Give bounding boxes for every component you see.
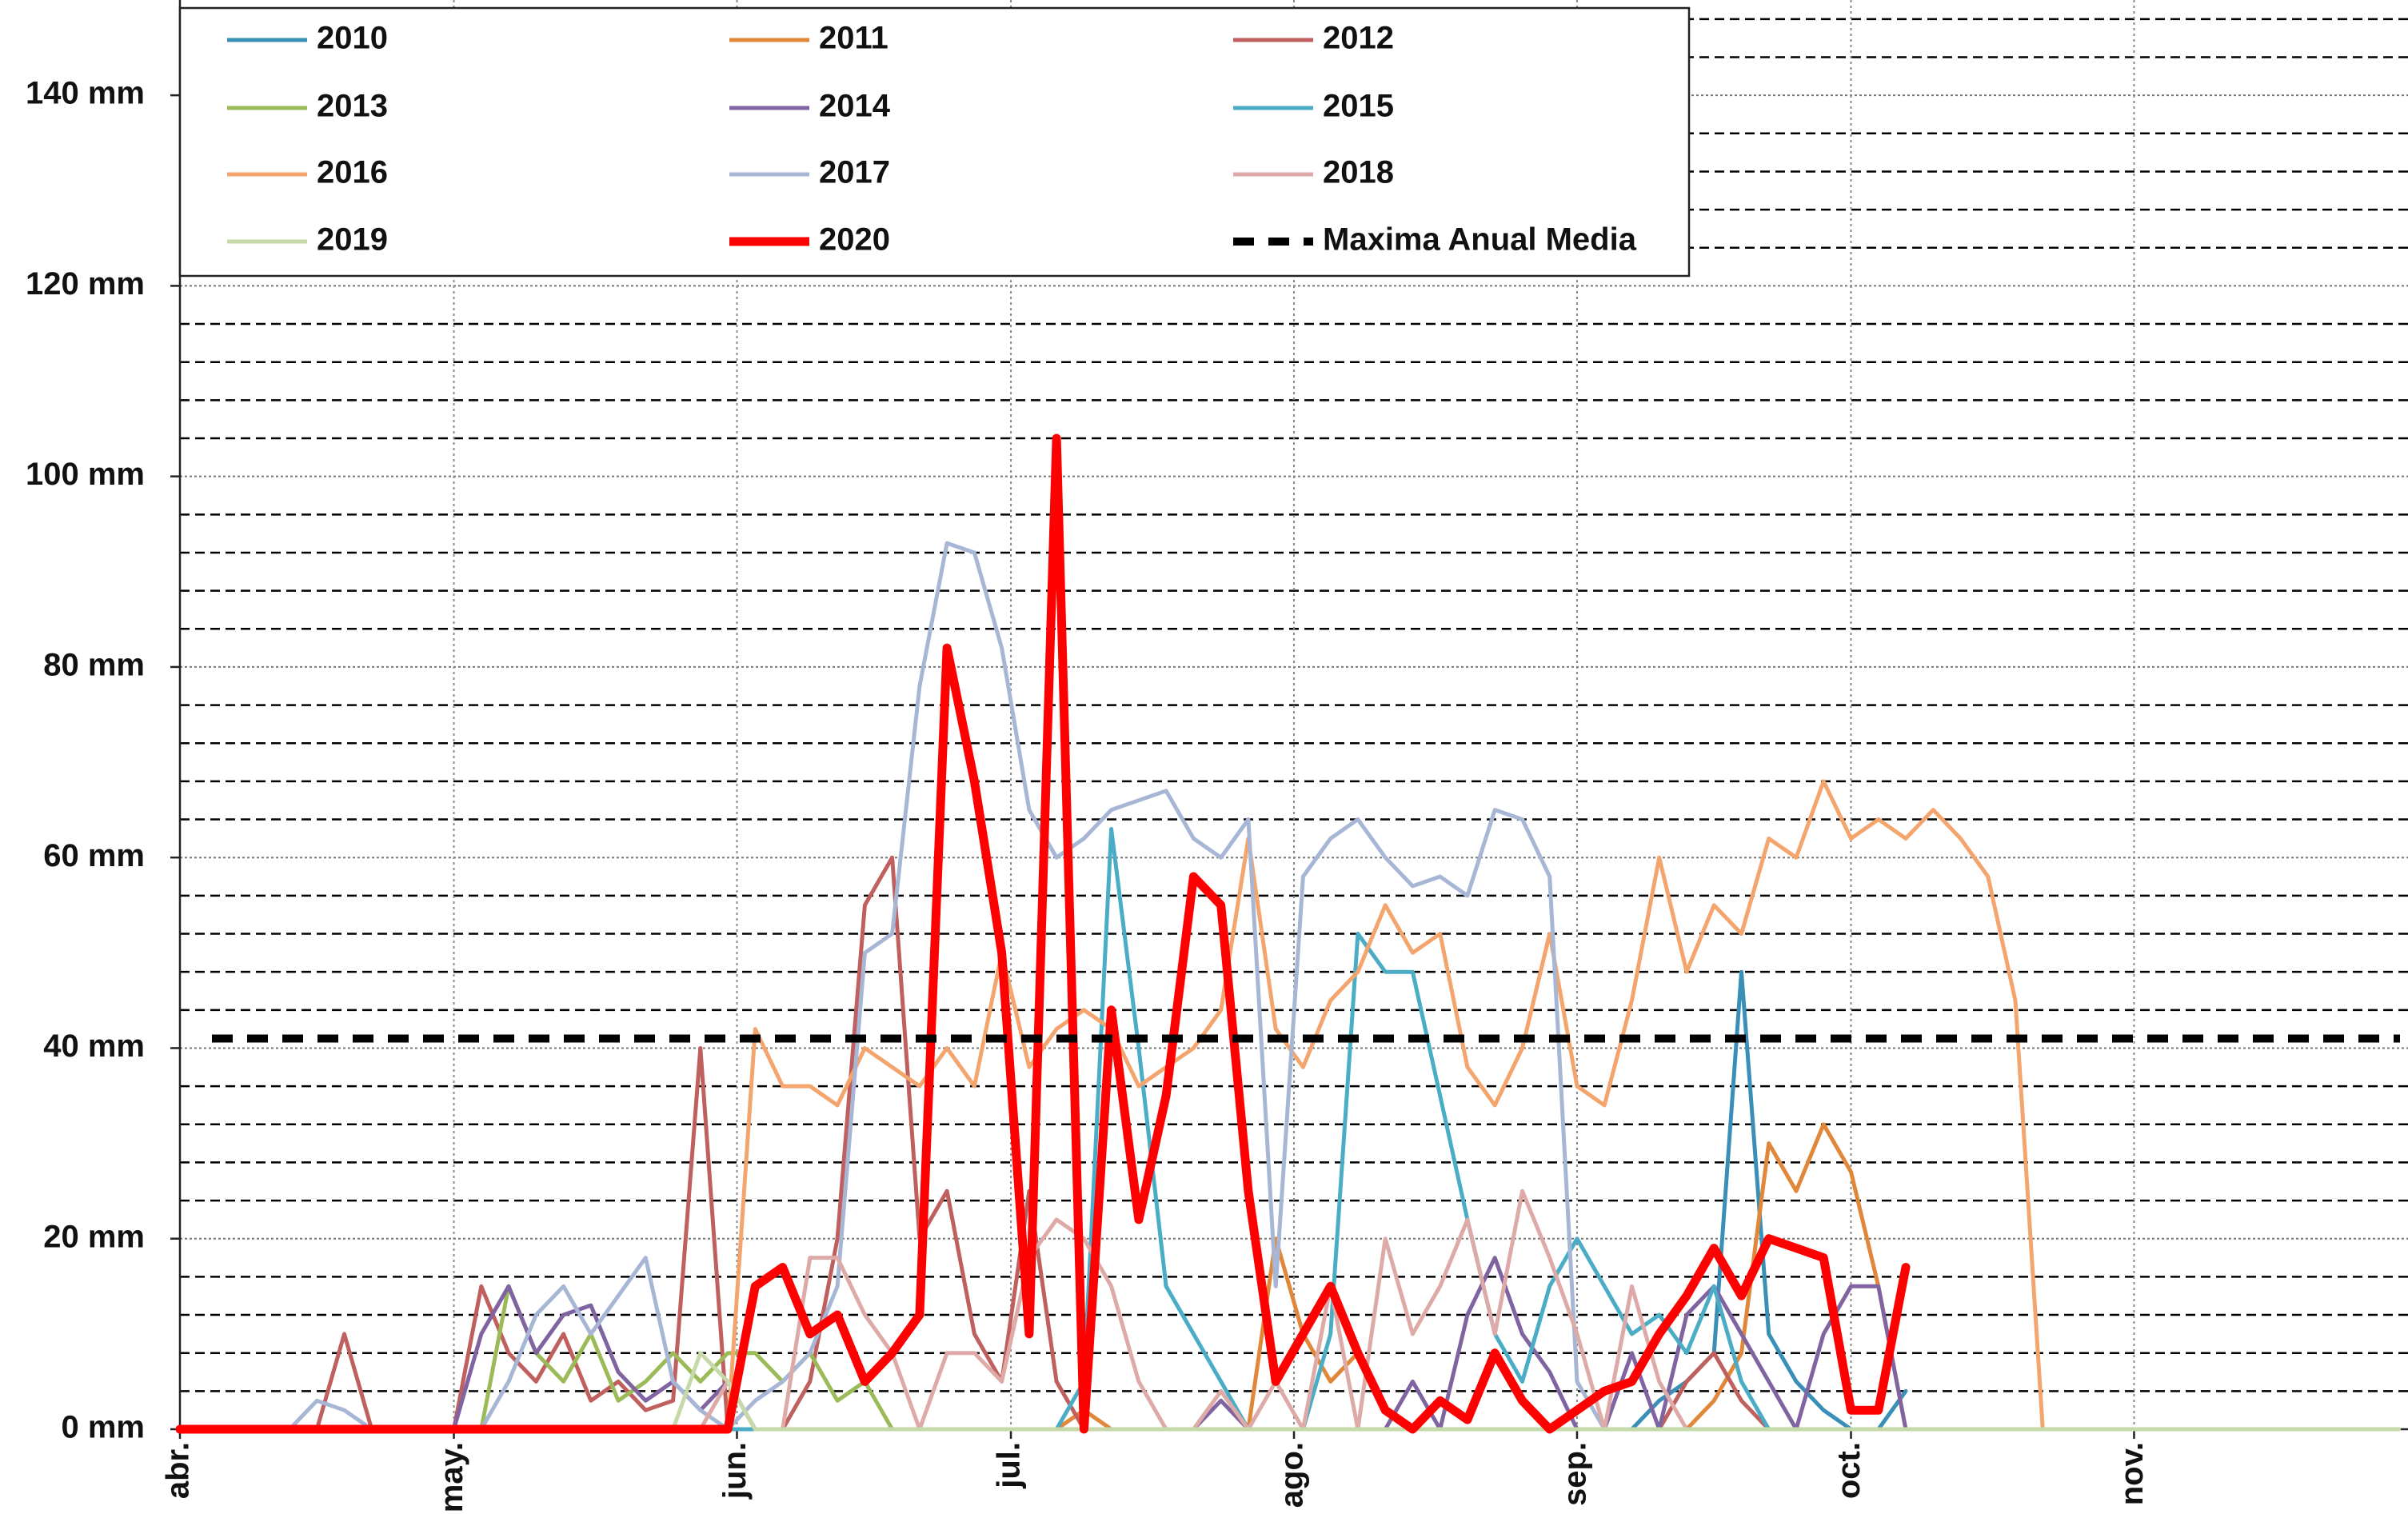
y-tick-label: 100 mm [26, 457, 145, 492]
x-tick-label: abr. [161, 1442, 196, 1499]
y-tick-label: 0 mm [62, 1410, 146, 1445]
legend-label: 2020 [819, 222, 890, 258]
legend-label: 2011 [819, 21, 889, 56]
legend: 2010 2011 2012 2013 2014 2015 2016 2017 2018 2019… [178, 6, 1691, 278]
legend-box [178, 6, 1691, 278]
legend-label: 2017 [819, 155, 890, 190]
legend-label: 2018 [1323, 155, 1394, 190]
x-tick-label: nov. [2114, 1442, 2150, 1505]
legend-label: 2012 [1323, 21, 1394, 56]
legend-label: 2013 [317, 89, 388, 124]
x-tick-label: jul. [992, 1442, 1027, 1489]
legend-label: 2010 [317, 21, 388, 56]
x-tick-label: sep. [1558, 1442, 1593, 1506]
y-tick-label: 40 mm [43, 1029, 145, 1064]
series-line [178, 779, 2045, 1432]
legend-label: 2016 [317, 155, 388, 190]
y-tick-label: 120 mm [26, 266, 145, 302]
legend-label: 2014 [819, 89, 891, 124]
y-tick-label: 60 mm [43, 838, 145, 873]
legend-label: 2019 [317, 222, 388, 258]
y-tick-label: 140 mm [26, 76, 145, 111]
series-line [175, 433, 1911, 1434]
legend-label: Maxima Anual Media [1323, 222, 1637, 258]
y-tick-label: 20 mm [43, 1219, 145, 1254]
x-tick-label: may. [434, 1442, 469, 1512]
x-tick-label: ago. [1275, 1442, 1310, 1508]
x-tick-label: oct. [1831, 1442, 1867, 1499]
y-tick-label: 80 mm [43, 647, 145, 682]
legend-label: 2015 [1323, 89, 1394, 124]
x-tick-label: jun. [717, 1442, 753, 1500]
